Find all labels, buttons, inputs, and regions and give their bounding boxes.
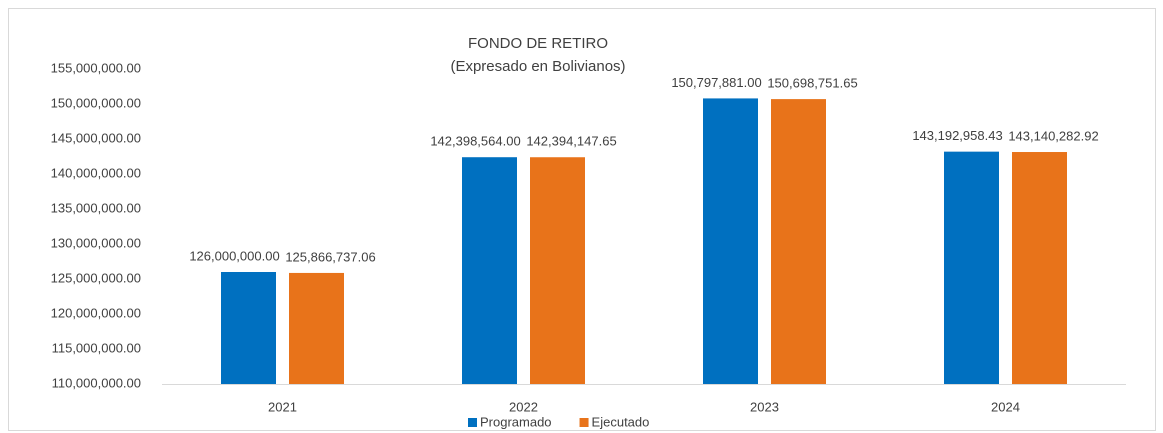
chart-title: FONDO DE RETIRO — [468, 35, 608, 52]
y-tick-label: 125,000,000.00 — [51, 270, 141, 285]
x-tick-label: 2023 — [750, 399, 779, 414]
y-tick-label: 145,000,000.00 — [51, 130, 141, 145]
value-label: 142,394,147.65 — [526, 134, 616, 149]
bar — [944, 151, 999, 384]
y-tick-label: 140,000,000.00 — [51, 165, 141, 180]
legend-label: Programado — [480, 414, 552, 429]
value-label: 142,398,564.00 — [430, 134, 520, 149]
x-tick-label: 2024 — [991, 399, 1020, 414]
y-tick-label: 130,000,000.00 — [51, 235, 141, 250]
x-tick-label: 2022 — [509, 399, 538, 414]
y-tick-label: 120,000,000.00 — [51, 305, 141, 320]
y-tick-label: 110,000,000.00 — [52, 375, 141, 390]
value-label: 126,000,000.00 — [189, 248, 279, 263]
bar — [1012, 152, 1067, 384]
value-label: 150,797,881.00 — [671, 75, 761, 90]
y-tick-label: 150,000,000.00 — [51, 95, 141, 110]
value-label: 143,140,282.92 — [1008, 128, 1098, 143]
chart-subtitle: (Expresado en Bolivianos) — [450, 58, 625, 75]
x-tick-label: 2021 — [268, 399, 297, 414]
bar — [289, 272, 344, 384]
bar — [771, 99, 826, 385]
y-tick-label: 135,000,000.00 — [51, 200, 141, 215]
bar — [221, 272, 276, 384]
legend-swatch — [468, 418, 477, 427]
value-label: 143,192,958.43 — [912, 128, 1002, 143]
bar — [703, 98, 758, 385]
value-label: 150,698,751.65 — [767, 76, 857, 91]
legend-label: Ejecutado — [592, 414, 650, 429]
y-tick-label: 155,000,000.00 — [51, 60, 141, 75]
bar — [530, 157, 585, 384]
value-label: 125,866,737.06 — [285, 249, 375, 264]
chart-border — [8, 8, 1156, 431]
y-tick-label: 115,000,000.00 — [52, 340, 141, 355]
bar — [462, 157, 517, 384]
legend-swatch — [579, 418, 589, 427]
